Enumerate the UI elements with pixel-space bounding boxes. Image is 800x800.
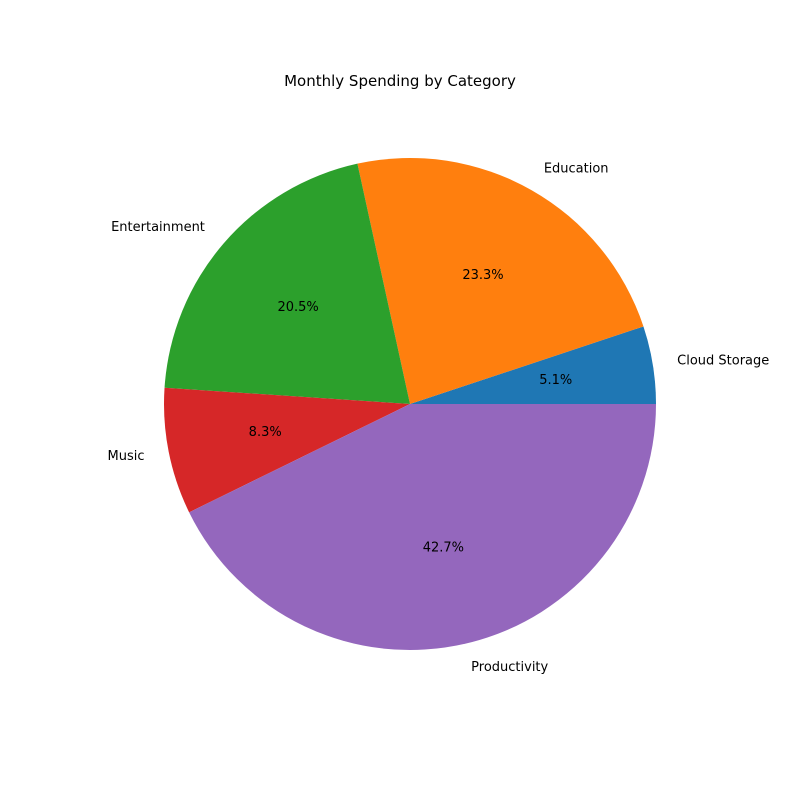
percent-label-productivity: 42.7% [423,540,464,555]
category-label-education: Education [544,161,609,176]
percent-label-music: 8.3% [249,425,282,440]
pie-slice-music [164,387,410,513]
chart-title: Monthly Spending by Category [284,72,516,90]
percent-label-entertainment: 20.5% [277,300,318,315]
percent-label-cloud-storage: 5.1% [539,373,572,388]
category-label-music: Music [108,449,145,464]
percent-label-education: 23.3% [462,268,503,283]
pie-slices [164,158,656,650]
pie-labels: Cloud Storage 5.1% Education 23.3% Entertain… [108,161,770,675]
pie-slice-education [357,158,644,404]
category-label-entertainment: Entertainment [111,220,205,235]
pie-slice-productivity [189,404,656,650]
pie-slice-entertainment [164,163,410,404]
category-label-productivity: Productivity [471,660,548,675]
pie-slice-cloud-storage [410,326,656,404]
category-label-cloud-storage: Cloud Storage [677,353,769,368]
